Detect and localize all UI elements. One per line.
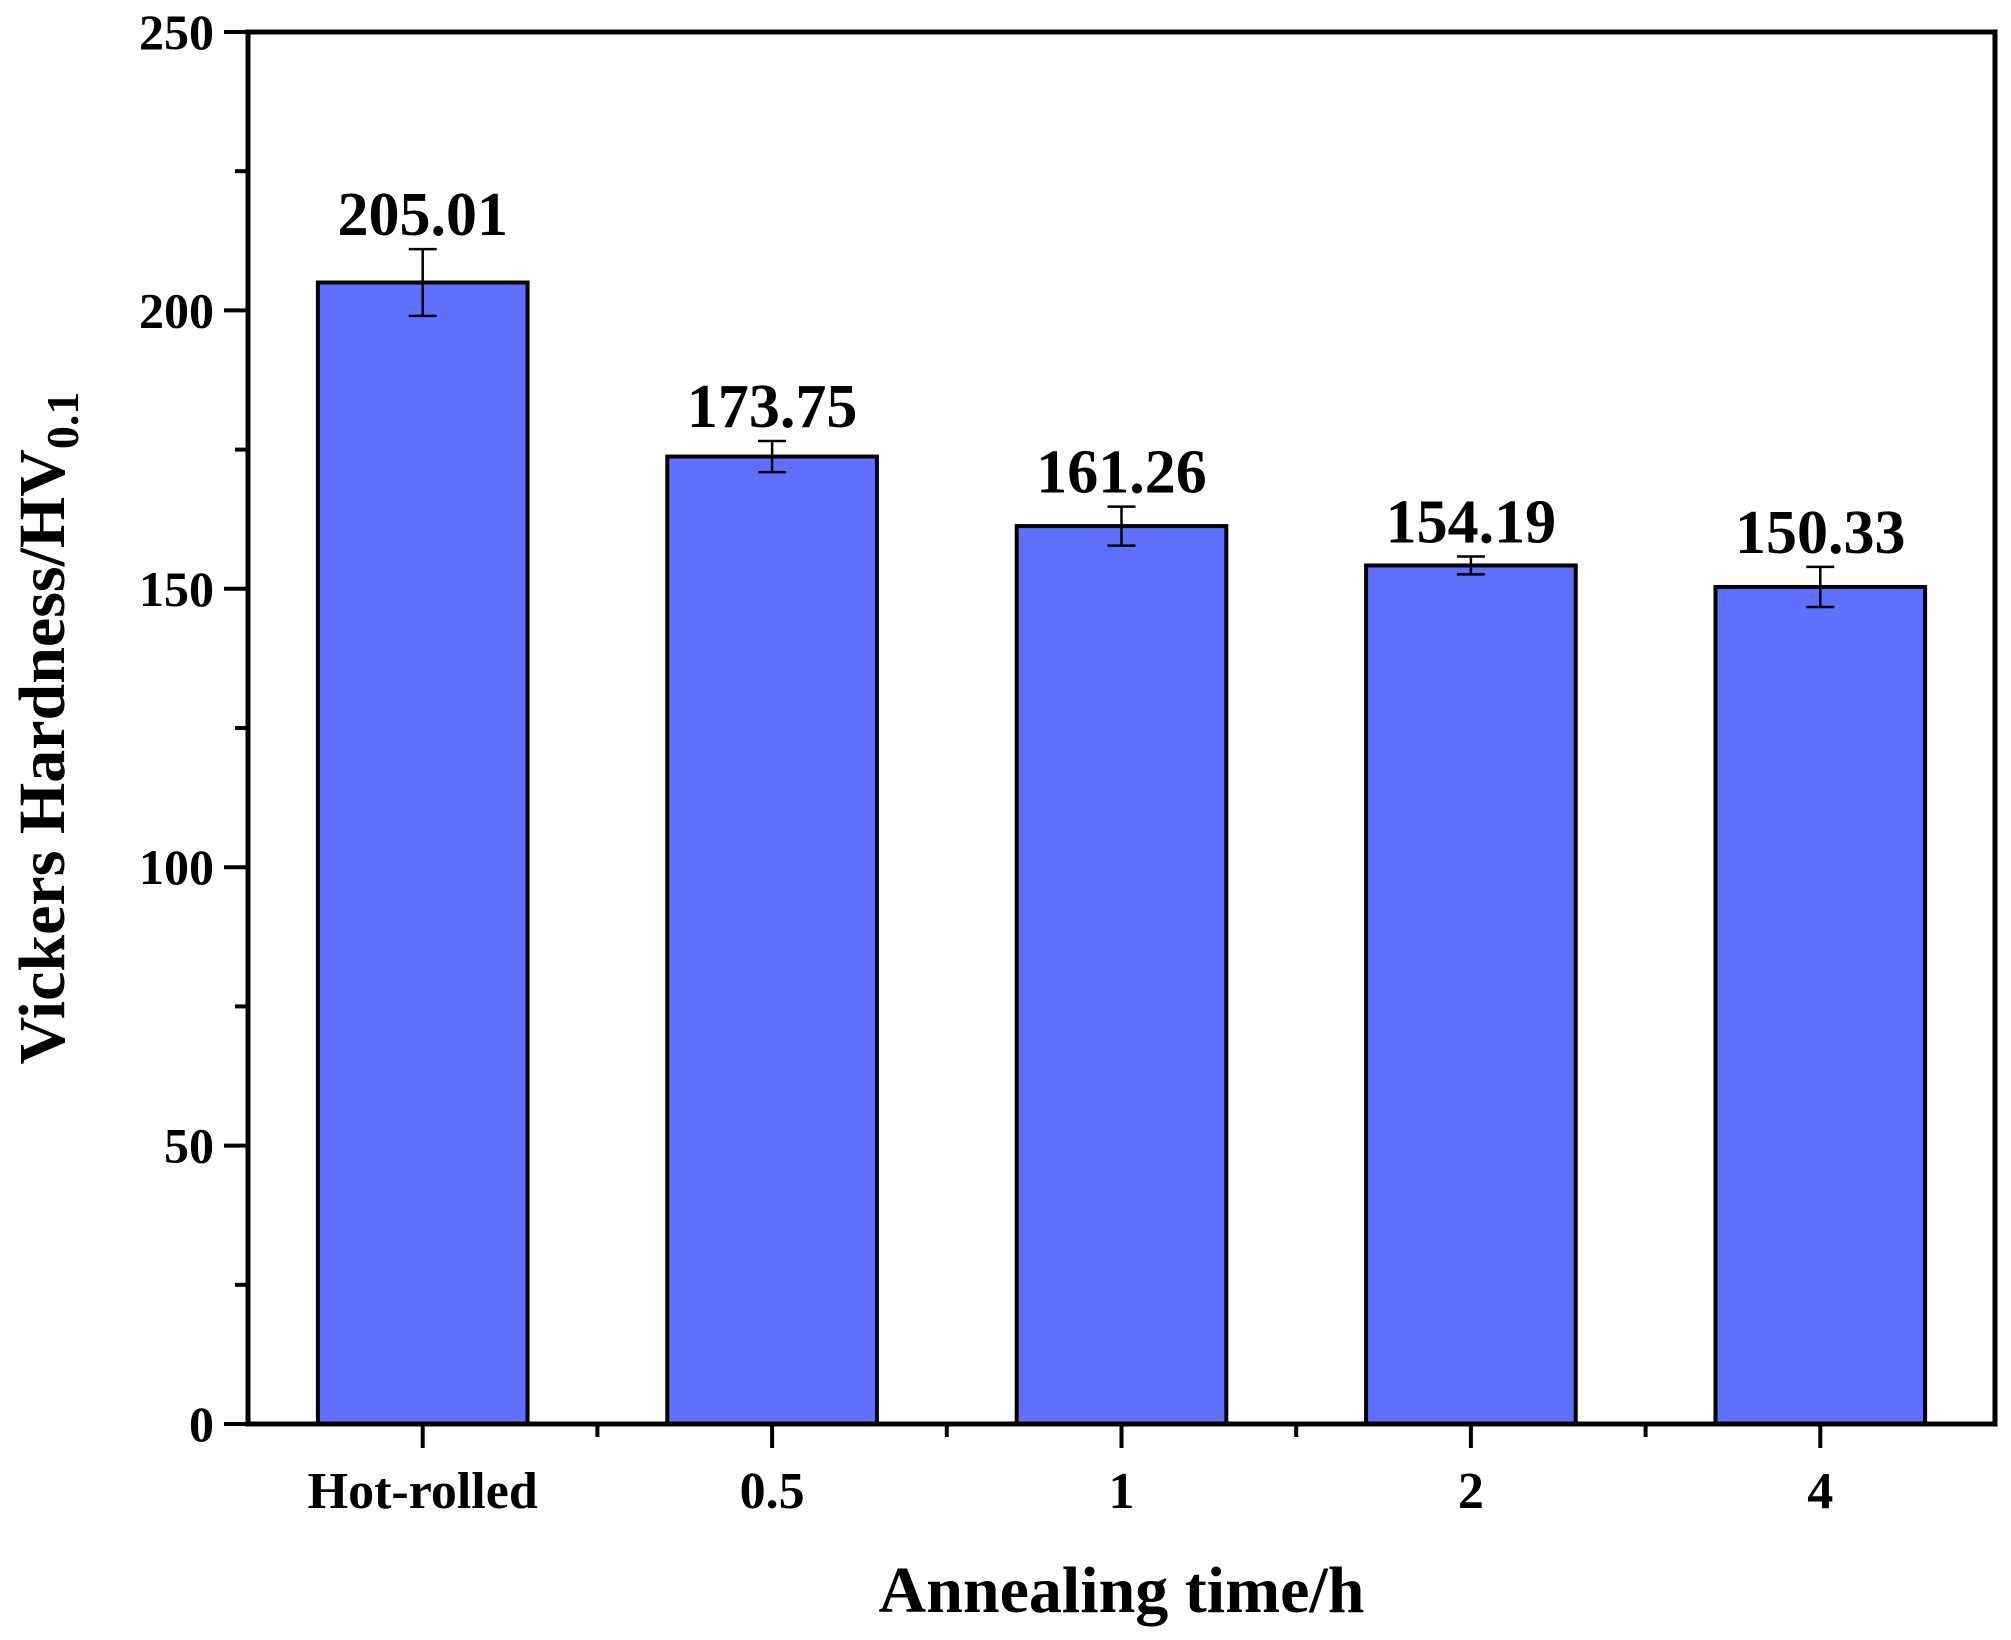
value-label: 150.33: [1735, 499, 1906, 567]
y-tick-label: 250: [139, 4, 214, 60]
y-axis-ticks: 0 50 100 150 200 250: [139, 4, 248, 1452]
y-tick-label: 50: [164, 1118, 214, 1174]
y-tick-label: 150: [139, 561, 214, 617]
y-axis-title-subscript: 0.1: [37, 392, 88, 450]
bar: [665, 454, 879, 1426]
y-axis-title-main: Vickers Hardness/HV: [6, 449, 79, 1064]
value-label: 173.75: [687, 373, 858, 441]
value-labels-layer: 205.01 173.75 161.26 154.19 150.33: [337, 181, 1905, 567]
x-tick-label: 4: [1807, 1463, 1833, 1520]
y-tick-label: 200: [139, 282, 214, 338]
bar: [1713, 584, 1928, 1426]
value-label: 161.26: [1036, 439, 1207, 507]
y-tick-label: 100: [139, 839, 214, 895]
y-tick-label: 0: [189, 1396, 214, 1452]
bar: [1364, 563, 1578, 1426]
value-label: 205.01: [337, 181, 508, 249]
y-axis-title: Vickers Hardness/HV0.1: [6, 392, 88, 1065]
bar: [1014, 524, 1229, 1426]
value-label: 154.19: [1386, 489, 1557, 557]
x-axis-ticks: Hot-rolled 0.5 1 2 4: [308, 1424, 1833, 1520]
bar: [315, 280, 530, 1427]
error-bars-layer: [408, 247, 1835, 609]
x-tick-label: 1: [1109, 1463, 1135, 1520]
x-tick-label: 0.5: [740, 1463, 805, 1520]
x-axis-title: Annealing time/h: [879, 1554, 1365, 1627]
x-tick-label: Hot-rolled: [308, 1463, 538, 1520]
x-tick-label: 2: [1458, 1463, 1484, 1520]
